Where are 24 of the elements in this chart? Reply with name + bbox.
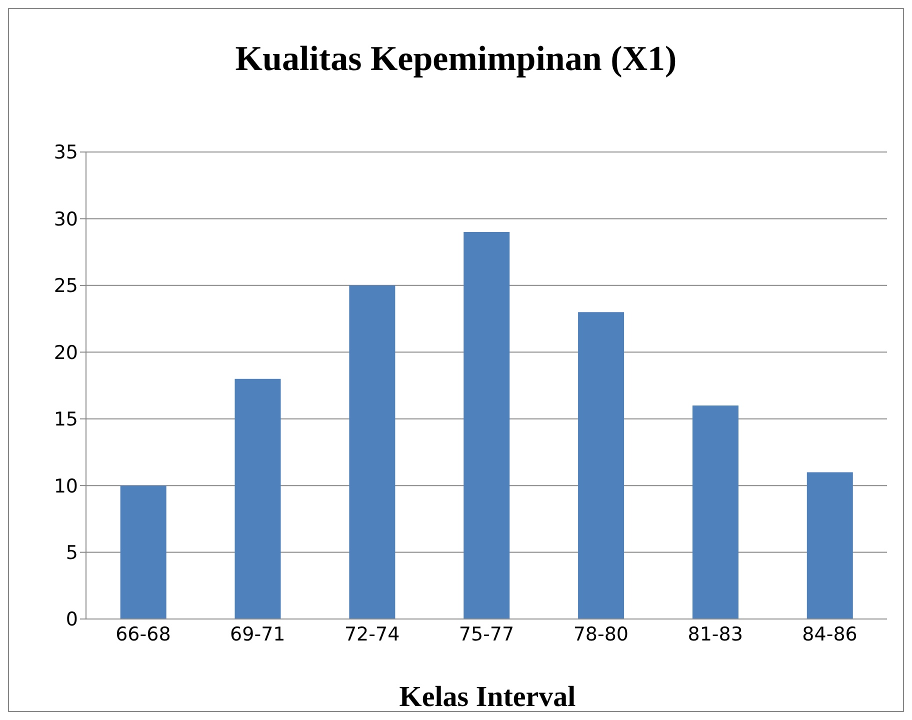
bar [349, 285, 396, 619]
y-tick-label: 30 [54, 208, 78, 230]
y-tick-label: 25 [54, 275, 78, 298]
bar [578, 312, 624, 619]
x-tick-label: 78-80 [573, 623, 629, 646]
chart-title: Kualitas Kepemimpinan (X1) [234, 39, 678, 79]
x-tick-label: 72-74 [344, 623, 400, 646]
y-tick-label: 35 [54, 142, 78, 164]
y-tick-label: 0 [66, 608, 78, 631]
x-axis-title: Kelas Interval [398, 681, 577, 714]
y-tick-label: 10 [54, 475, 78, 498]
bar [120, 486, 166, 619]
bar [806, 472, 853, 619]
x-tick-label: 69-71 [230, 623, 286, 646]
bar [464, 232, 510, 619]
x-tick-label: 75-77 [458, 623, 514, 646]
x-tick-label: 81-83 [688, 623, 743, 646]
bar [234, 378, 281, 619]
bar [692, 406, 738, 619]
y-tick-label: 20 [54, 342, 78, 364]
x-tick-label: 84-86 [802, 623, 858, 646]
x-tick-label: 66-68 [116, 623, 171, 646]
y-tick-label: 15 [54, 408, 78, 431]
y-tick-label: 5 [66, 542, 78, 564]
